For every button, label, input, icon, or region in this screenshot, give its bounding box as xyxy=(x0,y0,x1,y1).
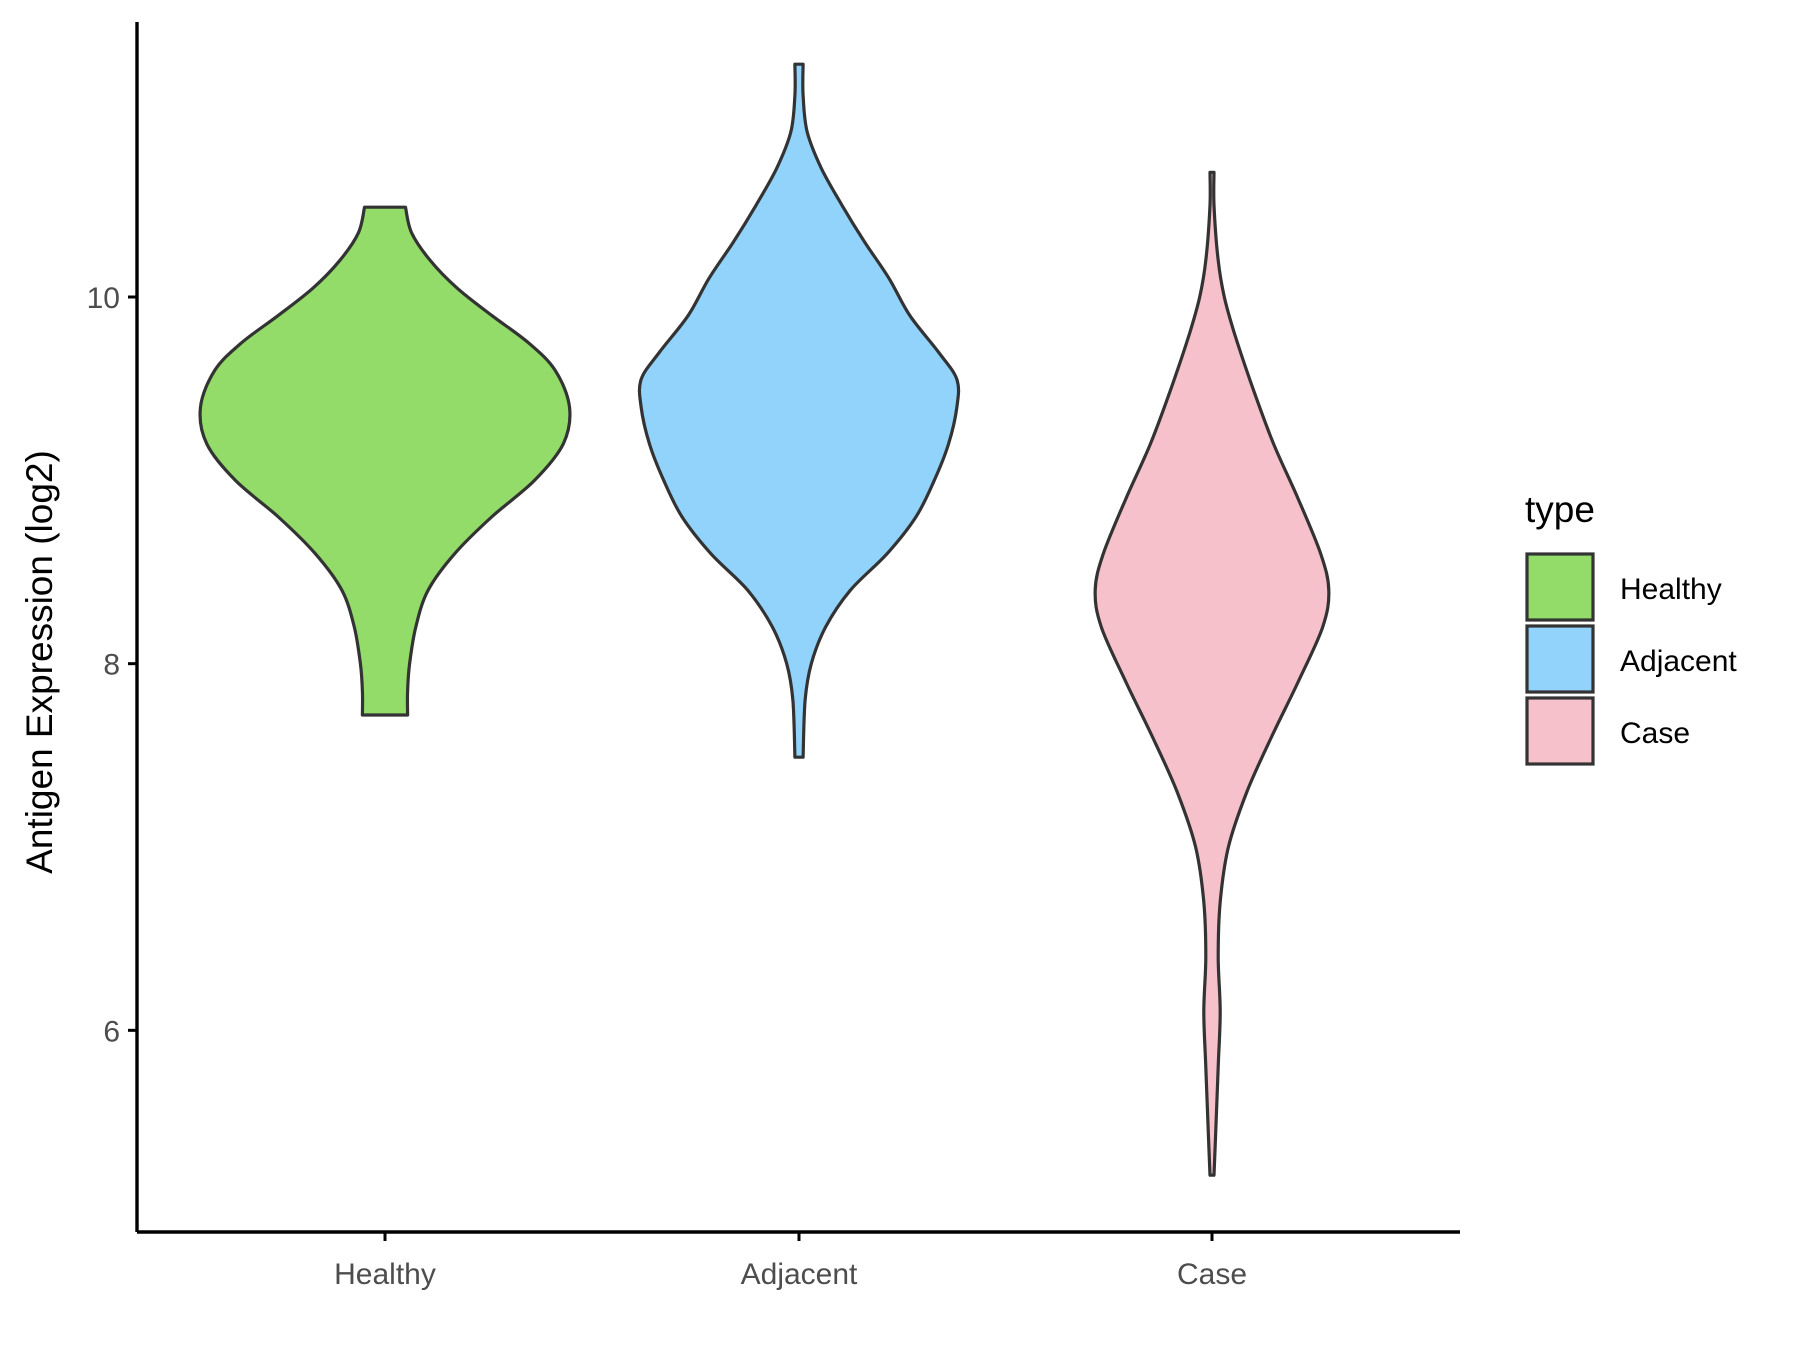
legend: type Healthy Adjacent Case xyxy=(1525,489,1737,766)
axes: 6 8 10 Healthy Adjacent Case Antigen Express… xyxy=(19,22,1460,1291)
legend-title: type xyxy=(1525,489,1595,530)
legend-swatch-healthy xyxy=(1525,552,1595,622)
legend-label-adjacent: Adjacent xyxy=(1620,645,1737,678)
y-axis-title: Antigen Expression (log2) xyxy=(19,450,60,874)
y-tick-label: 8 xyxy=(103,649,120,682)
legend-swatch-case xyxy=(1525,696,1595,766)
violin-adjacent xyxy=(637,62,961,759)
violin-layer xyxy=(198,62,1331,1177)
y-axis-ticks: 6 8 10 xyxy=(87,282,137,1048)
y-tick-label: 6 xyxy=(103,1015,120,1048)
legend-label-case: Case xyxy=(1620,717,1690,750)
x-tick-label: Healthy xyxy=(334,1258,436,1291)
legend-items: Healthy Adjacent Case xyxy=(1525,552,1737,766)
y-tick-label: 10 xyxy=(87,282,120,315)
x-tick-label: Case xyxy=(1177,1258,1247,1291)
violin-case xyxy=(1093,170,1331,1177)
x-axis-ticks: Healthy Adjacent Case xyxy=(334,1232,1247,1291)
x-tick-label: Adjacent xyxy=(741,1258,858,1291)
violin-healthy xyxy=(198,205,572,717)
legend-label-healthy: Healthy xyxy=(1620,573,1722,606)
legend-swatch-adjacent xyxy=(1525,624,1595,694)
